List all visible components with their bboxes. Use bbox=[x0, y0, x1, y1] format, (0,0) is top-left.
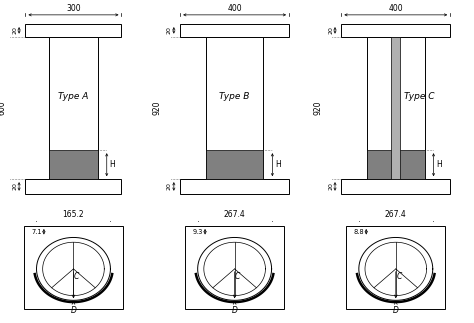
Text: D: D bbox=[232, 306, 237, 315]
Text: 20: 20 bbox=[328, 182, 333, 190]
Text: D: D bbox=[71, 306, 76, 315]
Bar bbox=[206, 150, 264, 179]
Bar bbox=[26, 24, 121, 36]
Bar bbox=[185, 226, 284, 309]
Bar bbox=[49, 36, 98, 179]
Text: C: C bbox=[235, 272, 240, 281]
Text: 600: 600 bbox=[0, 100, 7, 115]
Text: 20: 20 bbox=[167, 26, 172, 34]
Text: 267.4: 267.4 bbox=[385, 210, 407, 219]
Text: 400: 400 bbox=[389, 4, 403, 13]
Bar bbox=[26, 179, 121, 194]
Text: 7.1: 7.1 bbox=[32, 229, 42, 235]
Text: Type A: Type A bbox=[58, 92, 89, 101]
Text: Type C: Type C bbox=[403, 92, 434, 101]
Bar bbox=[367, 150, 425, 179]
Bar bbox=[24, 226, 123, 309]
Text: C: C bbox=[74, 272, 79, 281]
Text: 300: 300 bbox=[66, 4, 81, 13]
Text: 9.3: 9.3 bbox=[193, 229, 203, 235]
Text: 20: 20 bbox=[12, 26, 17, 34]
Bar bbox=[341, 179, 450, 194]
Text: C: C bbox=[396, 272, 401, 281]
Text: H: H bbox=[275, 160, 281, 169]
Text: 20: 20 bbox=[12, 182, 17, 190]
Text: 920: 920 bbox=[314, 101, 323, 115]
Text: 8.8: 8.8 bbox=[354, 229, 365, 235]
Text: 920: 920 bbox=[153, 101, 162, 115]
Bar bbox=[341, 24, 450, 36]
Text: 20: 20 bbox=[328, 26, 333, 34]
Bar bbox=[180, 179, 289, 194]
Text: 20: 20 bbox=[167, 182, 172, 190]
Text: H: H bbox=[436, 160, 442, 169]
Bar bbox=[392, 36, 400, 179]
Bar bbox=[206, 36, 264, 179]
Bar bbox=[180, 24, 289, 36]
Text: Type B: Type B bbox=[219, 92, 250, 101]
Bar bbox=[346, 226, 445, 309]
Text: 165.2: 165.2 bbox=[63, 210, 84, 219]
Text: H: H bbox=[109, 160, 115, 169]
Bar bbox=[367, 36, 425, 179]
Text: 267.4: 267.4 bbox=[224, 210, 246, 219]
Text: 400: 400 bbox=[228, 4, 242, 13]
Text: D: D bbox=[393, 306, 399, 315]
Bar bbox=[49, 150, 98, 179]
Text: 10: 10 bbox=[392, 51, 400, 56]
